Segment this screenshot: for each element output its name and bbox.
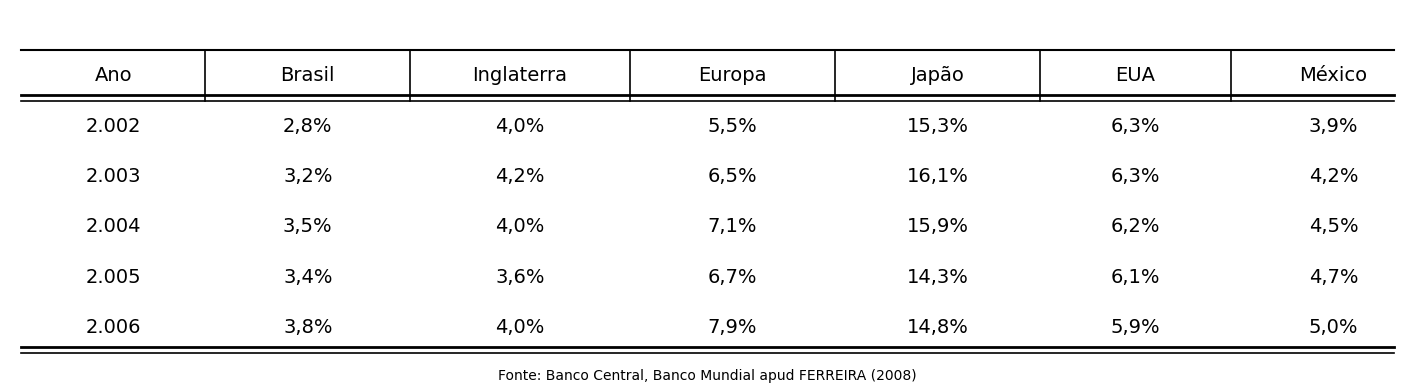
Text: 7,9%: 7,9% <box>708 319 757 337</box>
Text: 6,3%: 6,3% <box>1111 167 1160 186</box>
Text: 15,3%: 15,3% <box>907 117 968 135</box>
Text: 14,3%: 14,3% <box>907 268 968 287</box>
Text: 5,9%: 5,9% <box>1111 319 1160 337</box>
Text: 4,0%: 4,0% <box>495 117 545 135</box>
Text: 4,0%: 4,0% <box>495 218 545 236</box>
Text: 3,5%: 3,5% <box>283 218 333 236</box>
Text: 2.004: 2.004 <box>85 218 142 236</box>
Text: 2.002: 2.002 <box>85 117 142 135</box>
Text: 5,5%: 5,5% <box>708 117 757 135</box>
Text: Ano: Ano <box>95 66 132 85</box>
Text: 4,2%: 4,2% <box>495 167 545 186</box>
Text: 15,9%: 15,9% <box>907 218 968 236</box>
Text: 6,7%: 6,7% <box>708 268 757 287</box>
Text: Europa: Europa <box>698 66 767 85</box>
Text: 5,0%: 5,0% <box>1309 319 1358 337</box>
Text: 16,1%: 16,1% <box>907 167 968 186</box>
Text: 3,2%: 3,2% <box>283 167 333 186</box>
Text: México: México <box>1299 66 1368 85</box>
Text: 14,8%: 14,8% <box>907 319 968 337</box>
Text: 3,9%: 3,9% <box>1309 117 1358 135</box>
Text: 4,5%: 4,5% <box>1309 218 1358 236</box>
Text: EUA: EUA <box>1115 66 1156 85</box>
Text: 3,4%: 3,4% <box>283 268 333 287</box>
Text: 3,8%: 3,8% <box>283 319 333 337</box>
Text: 3,6%: 3,6% <box>495 268 545 287</box>
Text: Fonte: Banco Central, Banco Mundial apud FERREIRA (2008): Fonte: Banco Central, Banco Mundial apud… <box>498 369 917 383</box>
Text: 4,7%: 4,7% <box>1309 268 1358 287</box>
Text: 6,3%: 6,3% <box>1111 117 1160 135</box>
Text: Inglaterra: Inglaterra <box>473 66 567 85</box>
Text: 6,1%: 6,1% <box>1111 268 1160 287</box>
Text: 2.003: 2.003 <box>85 167 142 186</box>
Text: 7,1%: 7,1% <box>708 218 757 236</box>
Text: 6,5%: 6,5% <box>708 167 757 186</box>
Text: Japão: Japão <box>910 66 965 85</box>
Text: 6,2%: 6,2% <box>1111 218 1160 236</box>
Text: 4,0%: 4,0% <box>495 319 545 337</box>
Text: 2.005: 2.005 <box>85 268 142 287</box>
Text: 2,8%: 2,8% <box>283 117 333 135</box>
Text: Brasil: Brasil <box>280 66 335 85</box>
Text: 4,2%: 4,2% <box>1309 167 1358 186</box>
Text: 2.006: 2.006 <box>85 319 142 337</box>
